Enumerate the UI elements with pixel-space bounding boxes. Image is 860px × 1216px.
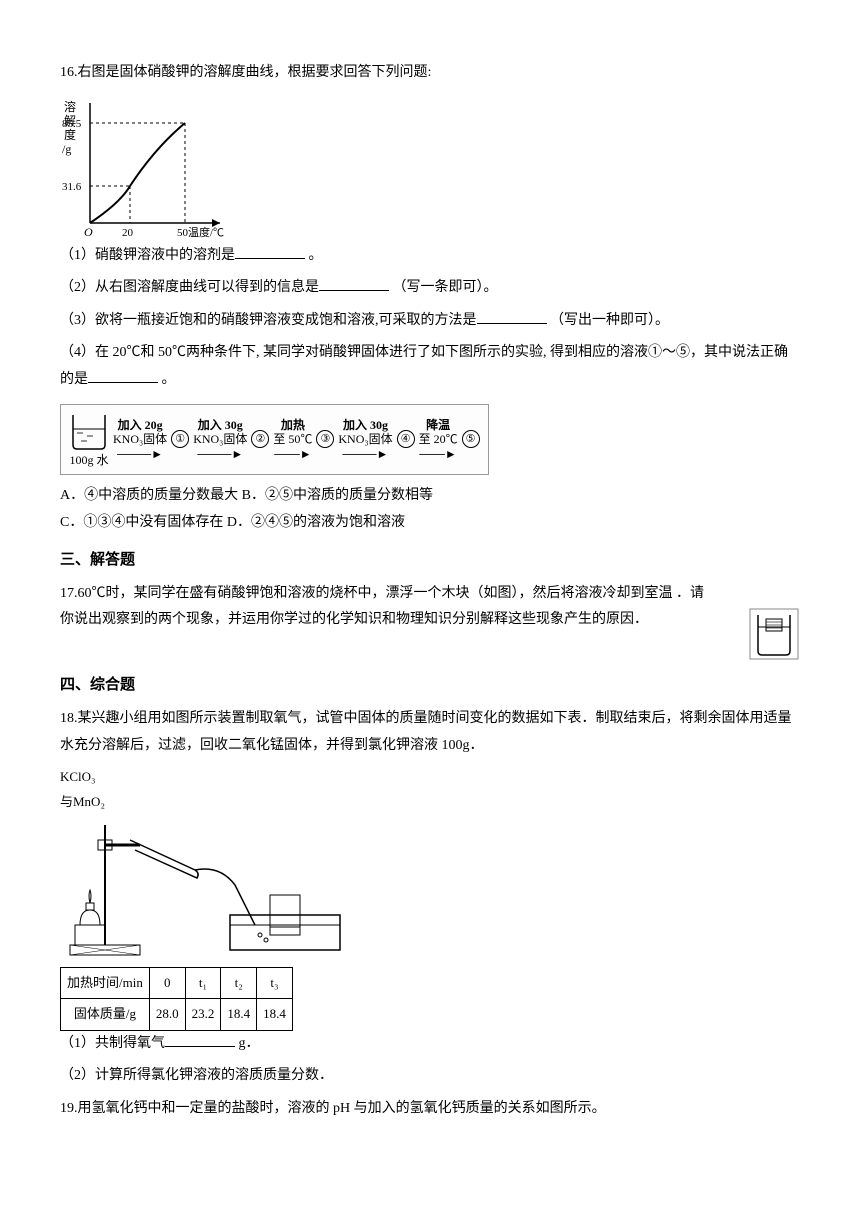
q16-p1-text: （1）硝酸钾溶液中的溶剂是 [60,248,235,263]
table-row: 固体质量/g 28.0 23.2 18.4 18.4 [61,999,293,1031]
svg-text:O: O [84,225,93,239]
section-3-title: 三、解答题 [60,546,800,575]
solubility-curve: 溶 解 度 /g 85.5 31.6 O 20 50 温度/℃ [60,93,230,243]
flow-beaker: 100g 水 [67,411,111,469]
q19-stem: 19.用氢氧化钙中和一定量的盐酸时，溶液的 pH 与加入的氢氧化钙质量的关系如图… [60,1096,800,1123]
q16-p2: （2）从右图溶解度曲线可以得到的信息是 （写一条即可）。 [60,275,800,302]
opt-a[interactable]: A．④中溶质的质量分数最大 [60,488,238,503]
section-4-title: 四、综合题 [60,671,800,700]
blank[interactable] [235,244,305,259]
svg-text:50: 50 [177,227,189,239]
q16-flow: 100g 水 加入 20g KNO₃固体 ────► ① 加入 30g KNO₃… [60,404,489,476]
q16-stem: 16.右图是固体硝酸钾的溶解度曲线，根据要求回答下列问题: [60,60,800,87]
circ-2: ② [251,430,269,448]
beaker-wood-icon [748,607,800,661]
q18-stem: 18.某兴趣小组用如图所示装置制取氧气，试管中固体的质量随时间变化的数据如下表．… [60,706,800,759]
opt-c[interactable]: C．①③④中没有固体存在 [60,515,223,530]
q18-p1: （1）共制得氧气 g． [60,1031,800,1058]
svg-text:温度/℃: 温度/℃ [188,225,224,239]
table-row: 加热时间/min 0 t₁ t₂ t₃ [61,967,293,999]
blank[interactable] [477,309,547,324]
circ-3: ③ [316,430,334,448]
circ-1: ① [171,430,189,448]
q16-options: A．④中溶质的质量分数最大 B．②⑤中溶质的质量分数相等 C．①③④中没有固体存… [60,483,800,536]
q17-line1: 17.60℃时，某同学在盛有硝酸钾饱和溶液的烧杯中，漂浮一个木块（如图），然后将… [60,581,800,608]
q18-p2: （2）计算所得氯化钾溶液的溶质质量分数． [60,1063,800,1090]
opt-b[interactable]: B．②⑤中溶质的质量分数相等 [242,488,433,503]
svg-text:/g: /g [62,142,71,156]
q16-p3: （3）欲将一瓶接近饱和的硝酸钾溶液变成饱和溶液,可采取的方法是 （写出一种即可）… [60,308,800,335]
q16-p1: （1）硝酸钾溶液中的溶剂是 。 [60,243,800,270]
blank[interactable] [88,368,158,383]
q16-p4: （4）在 20℃和 50℃两种条件下, 某同学对硝酸钾固体进行了如下图所示的实验… [60,340,800,393]
svg-text:20: 20 [122,227,134,239]
opt-d[interactable]: D．②④⑤的溶液为饱和溶液 [227,515,405,530]
q17-line2: 你说出观察到的两个现象，并运用你学过的化学知识和物理知识分别解释这些现象产生的原… [60,607,800,634]
blank[interactable] [165,1032,235,1047]
svg-text:溶: 溶 [64,99,76,114]
circ-4: ④ [397,430,415,448]
svg-text:85.5: 85.5 [62,118,82,130]
circ-5: ⑤ [462,430,480,448]
svg-text:31.6: 31.6 [62,181,82,193]
q18-table: 加热时间/min 0 t₁ t₂ t₃ 固体质量/g 28.0 23.2 18.… [60,967,293,1031]
q17: 17.60℃时，某同学在盛有硝酸钾饱和溶液的烧杯中，漂浮一个木块（如图），然后将… [60,581,800,662]
q18-apparatus: KClO₃ 与MnO₂ [60,765,800,964]
blank[interactable] [319,276,389,291]
